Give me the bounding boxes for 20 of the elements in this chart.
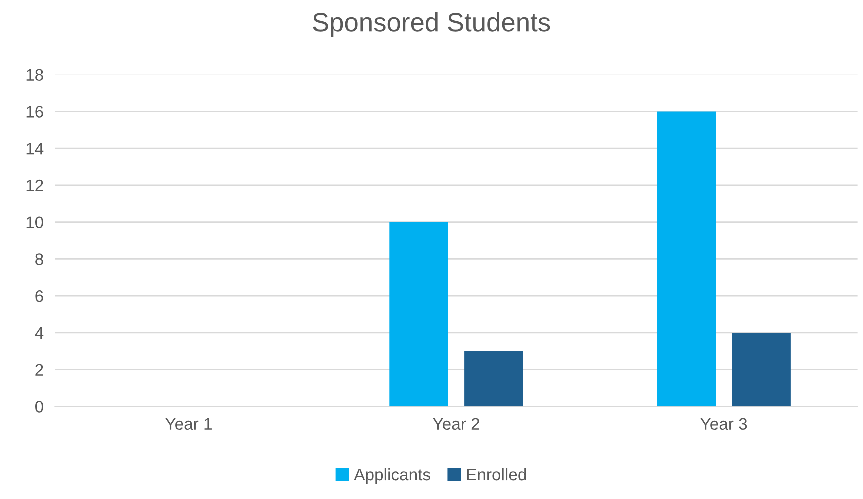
bar — [732, 332, 791, 407]
y-tick-label: 0 — [36, 401, 44, 413]
y-tick-label: 8 — [36, 254, 44, 266]
x-tick-label: Year 2 — [433, 418, 480, 430]
y-tick-label: 14 — [26, 143, 44, 155]
y-tick-label: 2 — [36, 364, 44, 376]
legend-label: Applicants — [354, 468, 430, 484]
y-tick-label: 18 — [26, 69, 44, 82]
y-tick-label: 6 — [36, 290, 44, 302]
bar — [390, 222, 448, 407]
y-tick-label: 4 — [35, 328, 44, 339]
y-tick-label: 10 — [26, 216, 44, 229]
bar — [657, 112, 716, 407]
x-tick-label: Year 1 — [166, 418, 212, 430]
y-tick-label: 12 — [26, 180, 44, 192]
bar — [464, 351, 524, 407]
chart-title: Sponsored Students — [313, 12, 550, 38]
x-tick-label: Year 3 — [700, 418, 748, 430]
y-tick-label: 16 — [26, 106, 44, 118]
legend-label: Enrolled — [467, 468, 526, 481]
